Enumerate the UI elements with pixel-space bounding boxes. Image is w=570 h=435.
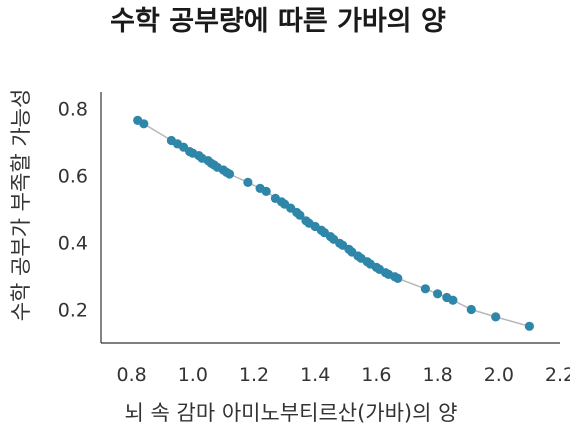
y-axis-ticks: 0.2 0.4 0.6 0.8 (58, 99, 88, 322)
data-points (133, 115, 535, 331)
data-point (466, 304, 476, 315)
data-point (491, 312, 501, 322)
data-point (243, 177, 253, 187)
x-tick-label: 2.0 (484, 364, 514, 386)
x-tick-label: 1.8 (422, 364, 452, 386)
x-tick-label: 0.8 (116, 364, 146, 386)
x-tick-label: 1.0 (178, 364, 208, 386)
y-tick-label: 0.2 (58, 300, 88, 322)
x-tick-label: 2.2 (545, 364, 570, 386)
y-axis-label: 수학 공부가 부족할 가능성 (9, 89, 33, 322)
data-point (139, 119, 149, 129)
data-point (524, 321, 535, 331)
y-tick-label: 0.6 (58, 166, 88, 188)
x-axis-label: 뇌 속 감마 아미노부티르산(가바)의 양 (125, 401, 458, 425)
data-point (420, 284, 430, 294)
data-point (261, 186, 271, 196)
data-point (448, 295, 458, 305)
data-point (433, 289, 443, 299)
y-tick-label: 0.8 (58, 99, 88, 121)
x-tick-label: 1.6 (361, 364, 391, 386)
data-point (393, 273, 403, 283)
chart-title: 수학 공부량에 따른 가바의 양 (110, 6, 446, 37)
data-point (295, 210, 305, 220)
x-tick-label: 1.2 (239, 364, 269, 386)
data-point (224, 169, 235, 179)
x-tick-label: 1.4 (300, 364, 330, 386)
x-axis-ticks: 0.8 1.0 1.2 1.4 1.6 1.8 2.0 2.2 (116, 364, 570, 386)
y-tick-label: 0.4 (58, 233, 88, 255)
